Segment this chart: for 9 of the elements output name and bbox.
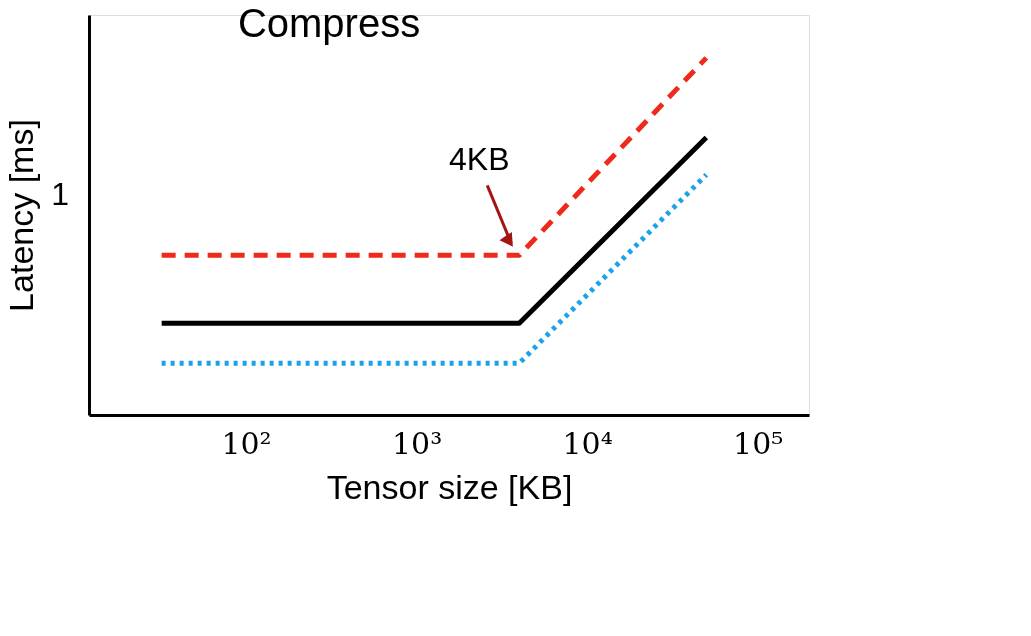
x-tick-label: 10⁴: [562, 425, 613, 461]
y-axis-title: Latency [ms]: [1, 119, 40, 312]
x-tick-label: 10³: [391, 425, 443, 461]
chart-title: Compress: [237, 1, 421, 45]
annotation: 4KB: [449, 141, 510, 178]
text: 1: [51, 176, 69, 212]
x-tick-label: 10²: [221, 425, 272, 461]
x-axis-title: Tensor size [KB]: [326, 467, 573, 506]
x-tick-label: 10⁵: [733, 425, 784, 461]
